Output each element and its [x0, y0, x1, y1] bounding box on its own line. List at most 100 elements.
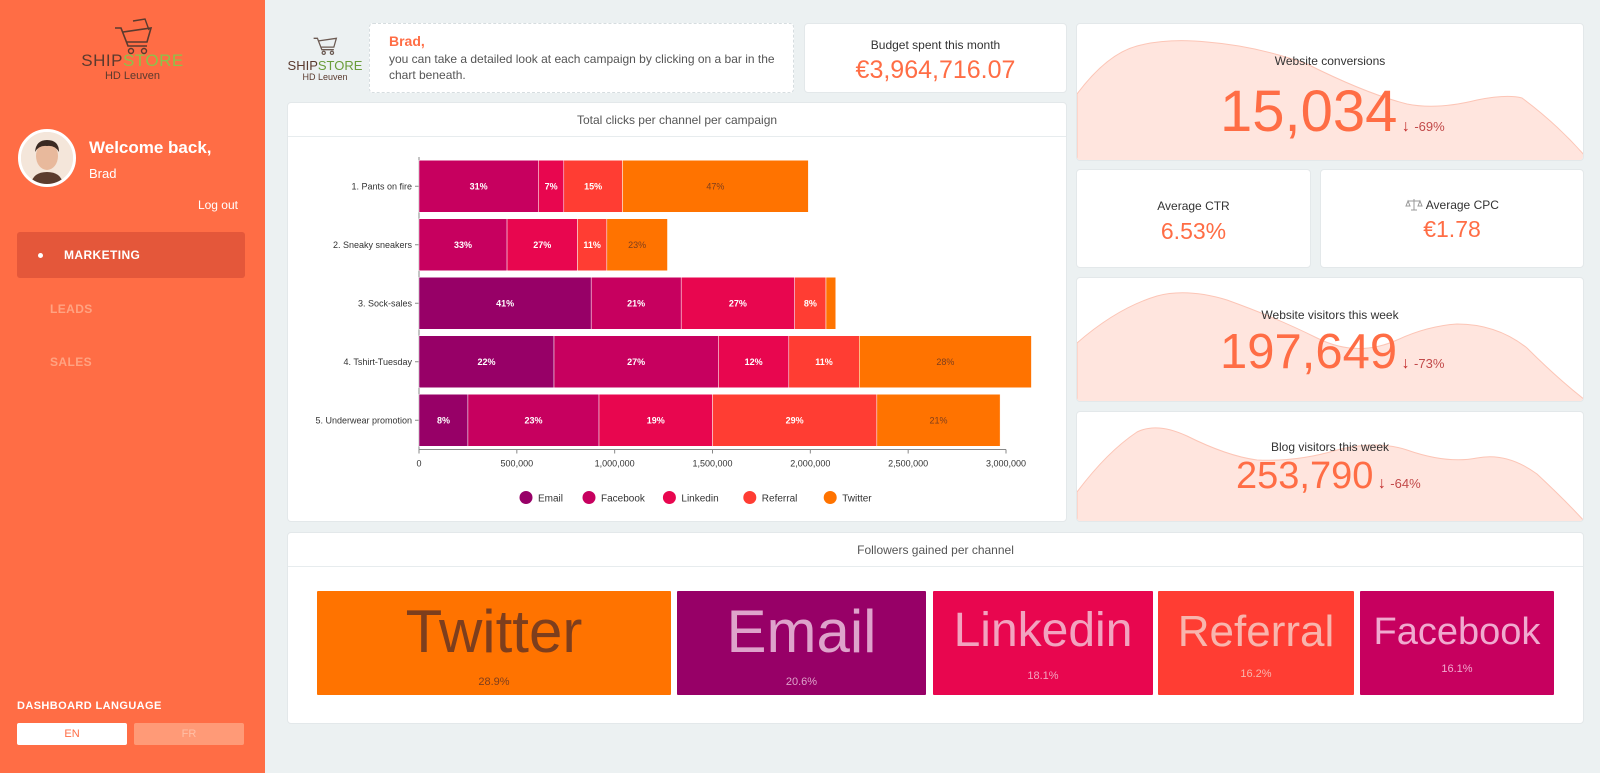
tile-pct: 28.9% [478, 676, 510, 688]
legend-label: Facebook [601, 494, 646, 505]
bar-segment[interactable] [590, 277, 682, 330]
category-label: 2. Sneaky sneakers [333, 240, 413, 250]
avatar [18, 129, 76, 187]
bar-segment[interactable] [718, 335, 790, 388]
clicks-chart-card: Total clicks per channel per campaign 1.… [287, 102, 1067, 522]
bar-segment[interactable] [418, 218, 508, 271]
bar-data-label: 33% [454, 240, 472, 250]
nav-item-leads[interactable]: LEADS [17, 286, 245, 332]
chart-title: Total clicks per channel per campaign [288, 103, 1066, 137]
nav-item-sales[interactable]: SALES [17, 339, 245, 385]
bar-segment[interactable] [622, 160, 809, 213]
tile-name: Linkedin [953, 604, 1133, 657]
blog-value-row: 253,790 ↓ -64% [1236, 455, 1576, 498]
x-tick-label: 2,000,000 [790, 459, 830, 469]
blog-delta: -64% [1390, 476, 1421, 491]
intro-name: Brad, [389, 33, 425, 49]
conversions-value-row: 15,034 ↓ -69% [1220, 78, 1580, 145]
ctr-value: 6.53% [1160, 218, 1227, 244]
intro-card: Brad, you can take a detailed look at ea… [369, 23, 794, 93]
x-tick-label: 500,000 [501, 459, 534, 469]
scale-icon [1405, 199, 1423, 211]
bar-data-label: 23% [628, 240, 646, 250]
tile-pct: 16.2% [1240, 668, 1272, 680]
followers-tile-email[interactable]: Email 20.6% [677, 591, 926, 695]
conversions-delta: -69% [1414, 119, 1445, 134]
followers-tile-referral[interactable]: Referral 16.2% [1158, 591, 1354, 695]
bar-segment[interactable] [876, 394, 1001, 447]
cart-icon [313, 37, 338, 56]
arrow-down-icon: ↓ [1401, 355, 1410, 372]
visitors-card: Website visitors this week 197,649 ↓ -73… [1076, 277, 1584, 402]
legend-label: Linkedin [681, 494, 718, 505]
bar-segment[interactable] [680, 277, 795, 330]
logout-link[interactable]: Log out [197, 198, 238, 212]
followers-tile-linkedin[interactable]: Linkedin 18.1% [933, 591, 1153, 695]
followers-tile-twitter[interactable]: Twitter 28.9% [317, 591, 671, 695]
language-en-button[interactable]: EN [17, 723, 127, 745]
bar-segment[interactable] [788, 335, 860, 388]
x-tick-label: 1,000,000 [595, 459, 635, 469]
tile-name: Twitter [405, 598, 583, 665]
visitors-label: Website visitors this week [1261, 308, 1399, 322]
cpc-label: Average CPC [1425, 198, 1499, 212]
legend-label: Email [538, 494, 563, 505]
bar-data-label: 7% [545, 181, 558, 191]
bar-segment[interactable] [712, 394, 878, 447]
ctr-label: Average CTR [1157, 199, 1230, 213]
bar-data-label: 19% [647, 415, 665, 425]
bar-data-label: 27% [729, 298, 747, 308]
language-fr-button[interactable]: FR [134, 723, 244, 745]
bar-data-label: 11% [583, 240, 601, 250]
ctr-card: Average CTR 6.53% [1076, 169, 1311, 268]
cpc-value: €1.78 [1423, 216, 1481, 242]
category-label: 5. Underwear promotion [315, 415, 412, 425]
legend-marker [823, 491, 837, 504]
brand-location: HD Leuven [302, 72, 348, 82]
blog-sparkline [1077, 427, 1583, 521]
bar-segment[interactable] [859, 335, 1032, 388]
bar-segment[interactable] [553, 335, 719, 388]
nav-item-marketing[interactable]: MARKETING [17, 232, 245, 278]
tile-name: Facebook [1373, 611, 1541, 653]
cpc-label-row: Average CPC [1321, 198, 1583, 212]
category-label: 1. Pants on fire [351, 181, 412, 191]
tile-name: Referral [1177, 607, 1335, 656]
followers-tile-facebook[interactable]: Facebook 16.1% [1360, 591, 1554, 695]
visitors-value-row: 197,649 ↓ -73% [1220, 324, 1580, 380]
bar-segment[interactable] [538, 160, 565, 213]
bar-segment[interactable] [467, 394, 600, 447]
welcome-text: Welcome back, [89, 138, 212, 157]
bar-data-label: 23% [524, 415, 542, 425]
bullet-icon [38, 253, 43, 258]
category-label: 3. Sock-sales [358, 298, 413, 308]
bar-segment[interactable] [606, 218, 668, 271]
bar-segment[interactable] [418, 394, 469, 447]
shipstore-logo: SHIPSTORE HD Leuven [75, 18, 190, 88]
user-name: Brad [89, 166, 117, 181]
legend-label: Twitter [842, 494, 872, 505]
bar-segment[interactable] [794, 277, 827, 330]
followers-title: Followers gained per channel [288, 533, 1583, 567]
bar-segment[interactable] [418, 160, 539, 213]
bar-segment[interactable] [825, 277, 837, 330]
cart-icon [114, 18, 152, 55]
brand-name: SHIPSTORE [287, 58, 363, 73]
header-logo: SHIPSTORE HD Leuven [285, 32, 365, 82]
conversions-value: 15,034 [1220, 79, 1398, 144]
blog-label: Blog visitors this week [1270, 440, 1390, 454]
arrow-down-icon: ↓ [1377, 475, 1386, 492]
bar-segment[interactable] [563, 160, 623, 213]
x-tick-label: 0 [416, 459, 421, 469]
bar-segment[interactable] [506, 218, 578, 271]
bar-data-label: 11% [815, 357, 833, 367]
followers-card: Followers gained per channel Twitter 28.… [287, 532, 1584, 724]
bar-segment[interactable] [418, 335, 555, 388]
sidebar: SHIPSTORE HD Leuven Welcome back, Brad L… [0, 0, 265, 773]
bar-data-label: 41% [496, 298, 514, 308]
blog-card: Blog visitors this week 253,790 ↓ -64% [1076, 411, 1584, 522]
bar-segment[interactable] [598, 394, 713, 447]
bar-segment[interactable] [577, 218, 608, 271]
bar-segment[interactable] [418, 277, 592, 330]
conversions-card: Website conversions 15,034 ↓ -69% [1076, 23, 1584, 161]
